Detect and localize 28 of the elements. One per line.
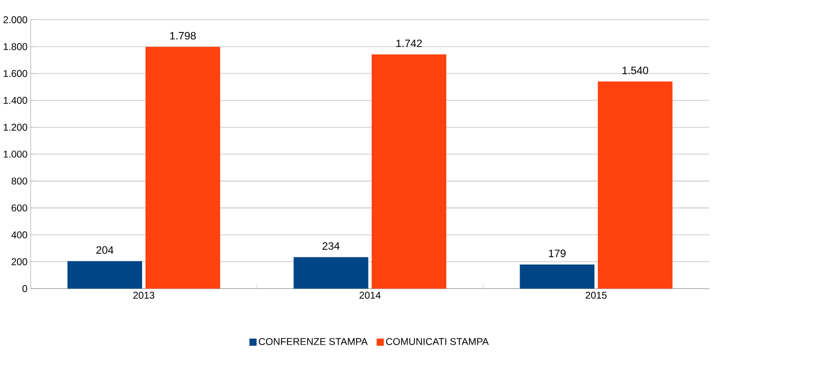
y-tick-label: 1.200 bbox=[4, 124, 28, 131]
x-tick-label: 2014 bbox=[360, 292, 381, 299]
y-tick-label: 600 bbox=[12, 204, 28, 212]
bar bbox=[294, 257, 368, 289]
bar bbox=[520, 264, 594, 289]
y-tick-label: 1.400 bbox=[4, 96, 28, 104]
y-tick-label: 200 bbox=[12, 258, 28, 266]
legend-label: COMUNICATI STAMPA bbox=[386, 338, 489, 345]
y-tick-label: 400 bbox=[11, 231, 28, 238]
bar bbox=[598, 82, 672, 289]
x-tick-label: 2013 bbox=[133, 292, 154, 299]
data-label: 204 bbox=[96, 246, 114, 254]
y-tick-label: 1.600 bbox=[4, 70, 28, 77]
data-label: 1.540 bbox=[622, 66, 648, 74]
bar bbox=[146, 46, 220, 289]
data-label: 1.742 bbox=[396, 40, 422, 47]
data-label: 234 bbox=[322, 242, 340, 250]
y-tick-label: 2.000 bbox=[3, 16, 28, 24]
y-tick-label: 1.800 bbox=[4, 43, 28, 50]
data-label: 1.798 bbox=[170, 32, 196, 40]
legend-label: CONFERENZE STAMPA bbox=[258, 338, 368, 345]
y-tick-label: 0 bbox=[22, 285, 28, 292]
bar bbox=[372, 54, 446, 289]
y-tick-label: 1.000 bbox=[4, 150, 28, 158]
data-label: 179 bbox=[549, 250, 566, 258]
bar bbox=[67, 261, 142, 289]
y-tick-label: 800 bbox=[12, 178, 28, 184]
x-tick-label: 2015 bbox=[586, 292, 607, 299]
